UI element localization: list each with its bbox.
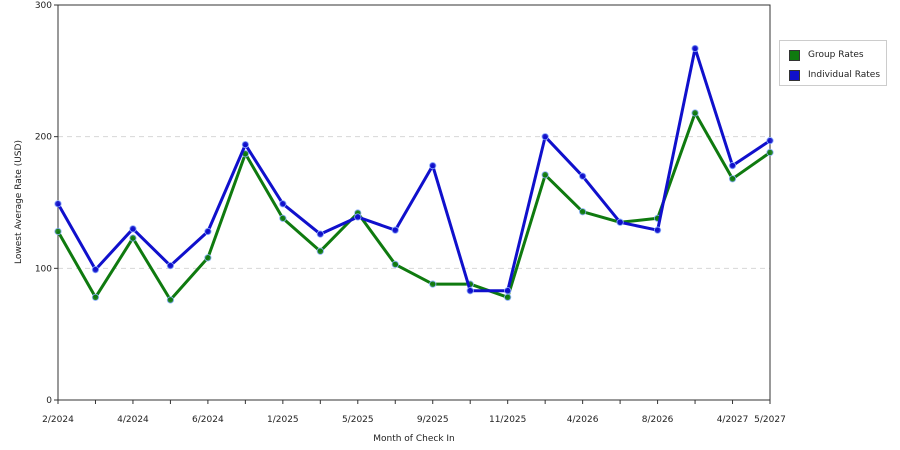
data-point-group-rates [391,260,399,268]
series-line-group-rates [56,111,771,302]
data-point-individual-rates [691,44,699,53]
x-axis-label: Month of Check In [373,434,455,444]
y-tick-label: 0 [46,396,52,406]
data-point-group-rates [691,109,699,117]
data-point-group-rates [766,148,774,157]
x-tick-label: 5/2027 [754,415,786,425]
data-point-group-rates [166,296,175,304]
data-point-individual-rates [54,200,62,208]
data-point-group-rates [541,171,549,179]
x-tick-label: 4/2026 [567,415,599,425]
x-tick-label: 6/2024 [192,415,224,425]
data-point-individual-rates [391,226,399,234]
x-tick-label: 4/2027 [717,415,749,425]
legend: Group Rates Individual Rates [779,40,887,86]
data-point-individual-rates [616,218,624,226]
data-point-individual-rates [316,230,324,238]
data-point-individual-rates [466,287,474,295]
legend-label-individual-rates: Individual Rates [808,70,881,80]
data-point-group-rates [504,293,512,301]
data-point-group-rates [279,214,287,222]
data-point-individual-rates [204,227,212,236]
data-point-group-rates [54,227,62,236]
data-point-individual-rates [541,133,549,141]
x-tick-label: 4/2024 [117,415,149,425]
data-point-group-rates [91,293,100,301]
data-point-individual-rates [166,262,175,270]
tick-labels: 0 100 200 300 2/2024 4/2024 6/2024 1/2025 5/2025… [35,1,786,425]
data-point-group-rates [579,208,587,216]
data-point-individual-rates [653,226,662,234]
data-point-group-rates [316,247,324,255]
series-line-individual-rates [56,46,771,293]
data-point-individual-rates [241,140,249,149]
data-point-group-rates [429,280,437,288]
y-tick-label: 200 [35,133,52,143]
data-point-group-rates [129,234,137,242]
grid-lines [58,136,770,269]
data-point-individual-rates [504,287,512,295]
data-point-individual-rates [91,266,100,274]
x-tick-label: 1/2025 [267,415,299,425]
x-tick-label: 5/2025 [342,415,374,425]
data-point-group-rates [204,254,212,262]
data-point-individual-rates [579,172,587,180]
series-lines [54,44,774,304]
data-point-individual-rates [354,213,362,221]
data-point-individual-rates [429,162,437,170]
legend-swatch-group-rates [789,49,800,61]
y-axis-label: Lowest Average Rate (USD) [14,140,24,264]
legend-item-group-rates: Group Rates [789,48,864,62]
x-tick-label: 11/2025 [489,415,526,425]
y-tick-label: 100 [35,264,52,274]
data-point-group-rates [728,175,737,183]
y-tick-label: 300 [35,1,52,11]
legend-swatch-individual-rates [789,69,800,81]
data-point-individual-rates [766,137,774,145]
x-tick-label: 8/2026 [642,415,674,425]
data-point-individual-rates [728,162,737,170]
x-tick-label: 9/2025 [417,415,449,425]
x-tick-label: 2/2024 [42,415,74,425]
data-point-individual-rates [279,200,287,208]
legend-item-individual-rates: Individual Rates [789,68,880,82]
data-point-individual-rates [129,225,137,233]
legend-label-group-rates: Group Rates [808,50,864,60]
